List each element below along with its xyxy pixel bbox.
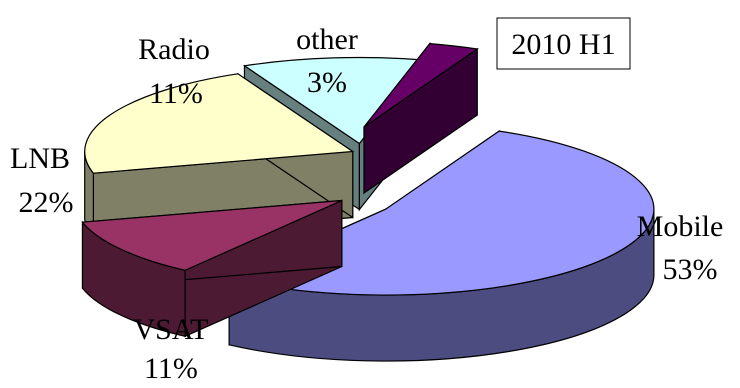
label-lnb-pct: 22%: [19, 186, 74, 219]
slice-vsat: [81, 199, 343, 338]
chart-title: 2010 H1: [511, 28, 615, 61]
label-radio-name: Radio: [138, 33, 210, 66]
labels-layer: Mobile 53% VSAT 11% LNB 22% Radio 11% ot…: [10, 23, 724, 385]
label-vsat-name: VSAT: [133, 313, 208, 346]
label-mobile-pct: 53%: [663, 253, 718, 286]
label-mobile-name: Mobile: [637, 210, 724, 243]
label-radio-pct: 11%: [149, 77, 203, 110]
label-other-pct: 3%: [307, 66, 347, 99]
chart-title-frame: [496, 17, 631, 70]
label-lnb-name: LNB: [10, 142, 70, 175]
slices-layer: [81, 41, 655, 362]
slice-vsat-top-face: [81, 199, 343, 271]
slice-other: [363, 41, 479, 195]
chart-title-box: 2010 H1: [496, 17, 631, 70]
slice-other-top-face: [363, 42, 479, 128]
label-other-name: other: [296, 23, 358, 56]
slice-lnb-top-face: [84, 73, 355, 174]
label-vsat-pct: 11%: [144, 352, 198, 383]
slice-radio-top-face: [242, 56, 427, 145]
